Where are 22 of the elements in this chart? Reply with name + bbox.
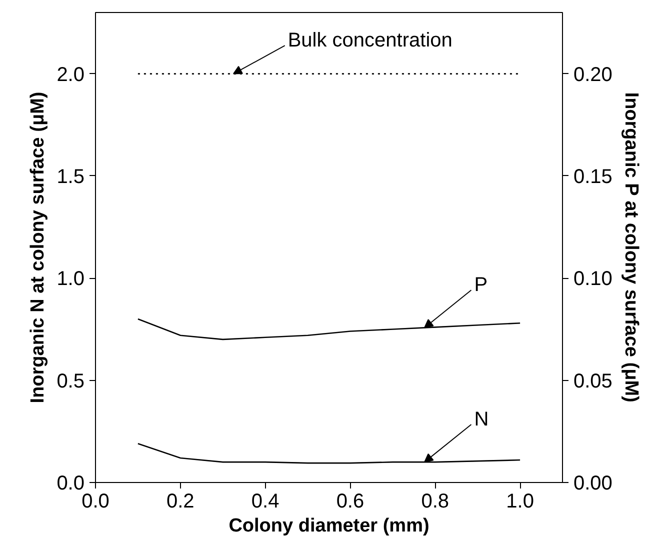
y2-axis-title: Inorganic P at colony surface (μM) bbox=[620, 92, 642, 402]
y2-tick-label: 0.10 bbox=[574, 268, 612, 290]
y-tick-label: 2.0 bbox=[56, 64, 85, 86]
x-tick-label: 1.0 bbox=[506, 490, 534, 512]
x-tick-label: 0.4 bbox=[251, 490, 280, 512]
y-tick-label: 1.5 bbox=[56, 166, 85, 188]
y-tick-label: 1.0 bbox=[56, 268, 85, 290]
series-label: Bulk concentration bbox=[288, 30, 452, 52]
y2-tick-label: 0.15 bbox=[574, 166, 612, 188]
y-axis-title: Inorganic N at colony surface (μM) bbox=[28, 92, 49, 404]
x-tick-label: 0.6 bbox=[336, 490, 364, 512]
line-series bbox=[137, 318, 521, 340]
y2-tick-label: 0.20 bbox=[574, 64, 612, 86]
series-label: P bbox=[474, 274, 488, 296]
y-tick-label: 0.5 bbox=[56, 370, 85, 392]
y2-tick-label: 0.05 bbox=[574, 370, 612, 392]
series-label: N bbox=[474, 408, 489, 430]
line-series bbox=[137, 443, 521, 464]
x-tick-label: 0.2 bbox=[166, 490, 194, 512]
y2-tick-label: 0.00 bbox=[574, 472, 612, 494]
x-tick-label: 0.8 bbox=[421, 490, 450, 512]
x-axis-title: Colony diameter (mm) bbox=[228, 516, 430, 536]
